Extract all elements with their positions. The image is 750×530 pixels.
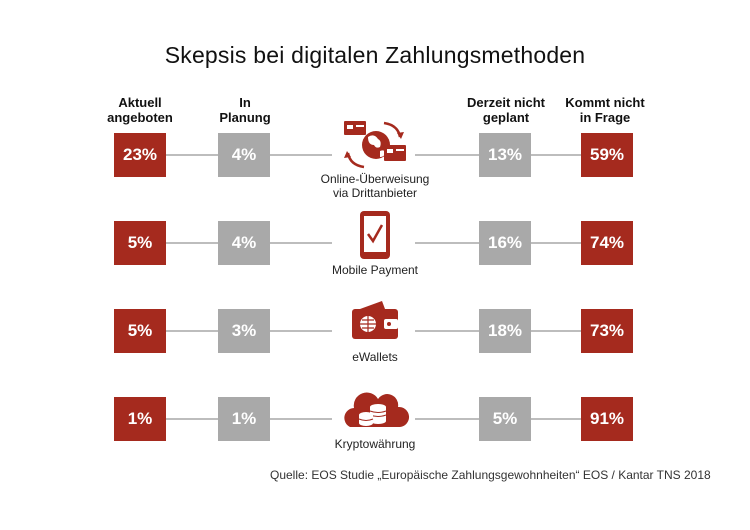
connector-line bbox=[415, 242, 479, 244]
value-cell: 1% bbox=[114, 397, 166, 441]
column-header-line: geplant bbox=[482, 110, 530, 125]
connector-line bbox=[166, 154, 218, 156]
column-header-nicht-in-frage: Kommt nicht in Frage bbox=[545, 95, 665, 125]
connector-line bbox=[270, 154, 332, 156]
source-note: Quelle: EOS Studie „Europäische Zahlungs… bbox=[270, 468, 711, 482]
value-cell: 3% bbox=[218, 309, 270, 353]
column-header-line: Derzeit nicht bbox=[466, 95, 545, 110]
connector-line bbox=[415, 154, 479, 156]
value-cell: 5% bbox=[114, 221, 166, 265]
connector-line bbox=[531, 242, 581, 244]
row-label-line: Kryptowährung bbox=[334, 437, 416, 451]
value-cell: 1% bbox=[218, 397, 270, 441]
column-header-line: in Frage bbox=[579, 110, 631, 125]
row-label-line: Mobile Payment bbox=[331, 263, 419, 277]
value-cell: 18% bbox=[479, 309, 531, 353]
row-label-line: via Drittanbieter bbox=[332, 186, 418, 200]
value-cell: 91% bbox=[581, 397, 633, 441]
column-header-line: In bbox=[239, 95, 251, 110]
connector-line bbox=[531, 330, 581, 332]
column-header-line: Aktuell bbox=[118, 95, 162, 110]
smartphone-check-icon bbox=[360, 211, 390, 259]
connector-line bbox=[270, 418, 332, 420]
row-label-line: Online-Überweisung bbox=[320, 172, 430, 186]
row-mobile-payment: 5% 4% 16% 74% bbox=[0, 211, 750, 265]
value-cell: 5% bbox=[479, 397, 531, 441]
row-kryptowaehrung: 1% 1% 5% 91% bbox=[0, 392, 750, 441]
value-cell: 13% bbox=[479, 133, 531, 177]
cloud-coins-icon bbox=[344, 392, 410, 427]
column-header-line: angeboten bbox=[107, 110, 173, 125]
row-label-line: eWallets bbox=[352, 350, 398, 364]
value-cell: 23% bbox=[114, 133, 166, 177]
row-label-kryptowaehrung: Kryptowährung bbox=[300, 437, 450, 451]
value-cell: 4% bbox=[218, 221, 270, 265]
value-cell: 16% bbox=[479, 221, 531, 265]
value-cell: 5% bbox=[114, 309, 166, 353]
column-header-aktuell: Aktuell angeboten bbox=[80, 95, 200, 125]
row-online-ueberweisung: 23% 4% 13% 59% bbox=[0, 121, 750, 177]
column-header-planung: In Planung bbox=[185, 95, 305, 125]
row-label-ewallets: eWallets bbox=[300, 350, 450, 364]
connector-line bbox=[415, 418, 479, 420]
value-cell: 73% bbox=[581, 309, 633, 353]
row-ewallets: 5% 3% 18% 73% bbox=[0, 301, 750, 353]
value-cell: 74% bbox=[581, 221, 633, 265]
connector-line bbox=[531, 154, 581, 156]
connector-line bbox=[415, 330, 479, 332]
connector-line bbox=[166, 242, 218, 244]
column-header-nicht-geplant: Derzeit nicht geplant bbox=[446, 95, 566, 125]
row-label-online-ueberweisung: Online-Überweisung via Drittanbieter bbox=[300, 172, 450, 200]
globe-transfer-icon bbox=[344, 121, 406, 169]
connector-line bbox=[166, 330, 218, 332]
connector-line bbox=[166, 418, 218, 420]
wallet-icon bbox=[352, 301, 398, 339]
column-header-line: Planung bbox=[219, 110, 271, 125]
connector-line bbox=[531, 418, 581, 420]
connector-line bbox=[270, 330, 332, 332]
connector-line bbox=[270, 242, 332, 244]
chart-title: Skepsis bei digitalen Zahlungsmethoden bbox=[164, 42, 586, 68]
row-label-mobile-payment: Mobile Payment bbox=[300, 263, 450, 277]
value-cell: 59% bbox=[581, 133, 633, 177]
column-header-line: Kommt nicht bbox=[565, 95, 645, 110]
value-cell: 4% bbox=[218, 133, 270, 177]
